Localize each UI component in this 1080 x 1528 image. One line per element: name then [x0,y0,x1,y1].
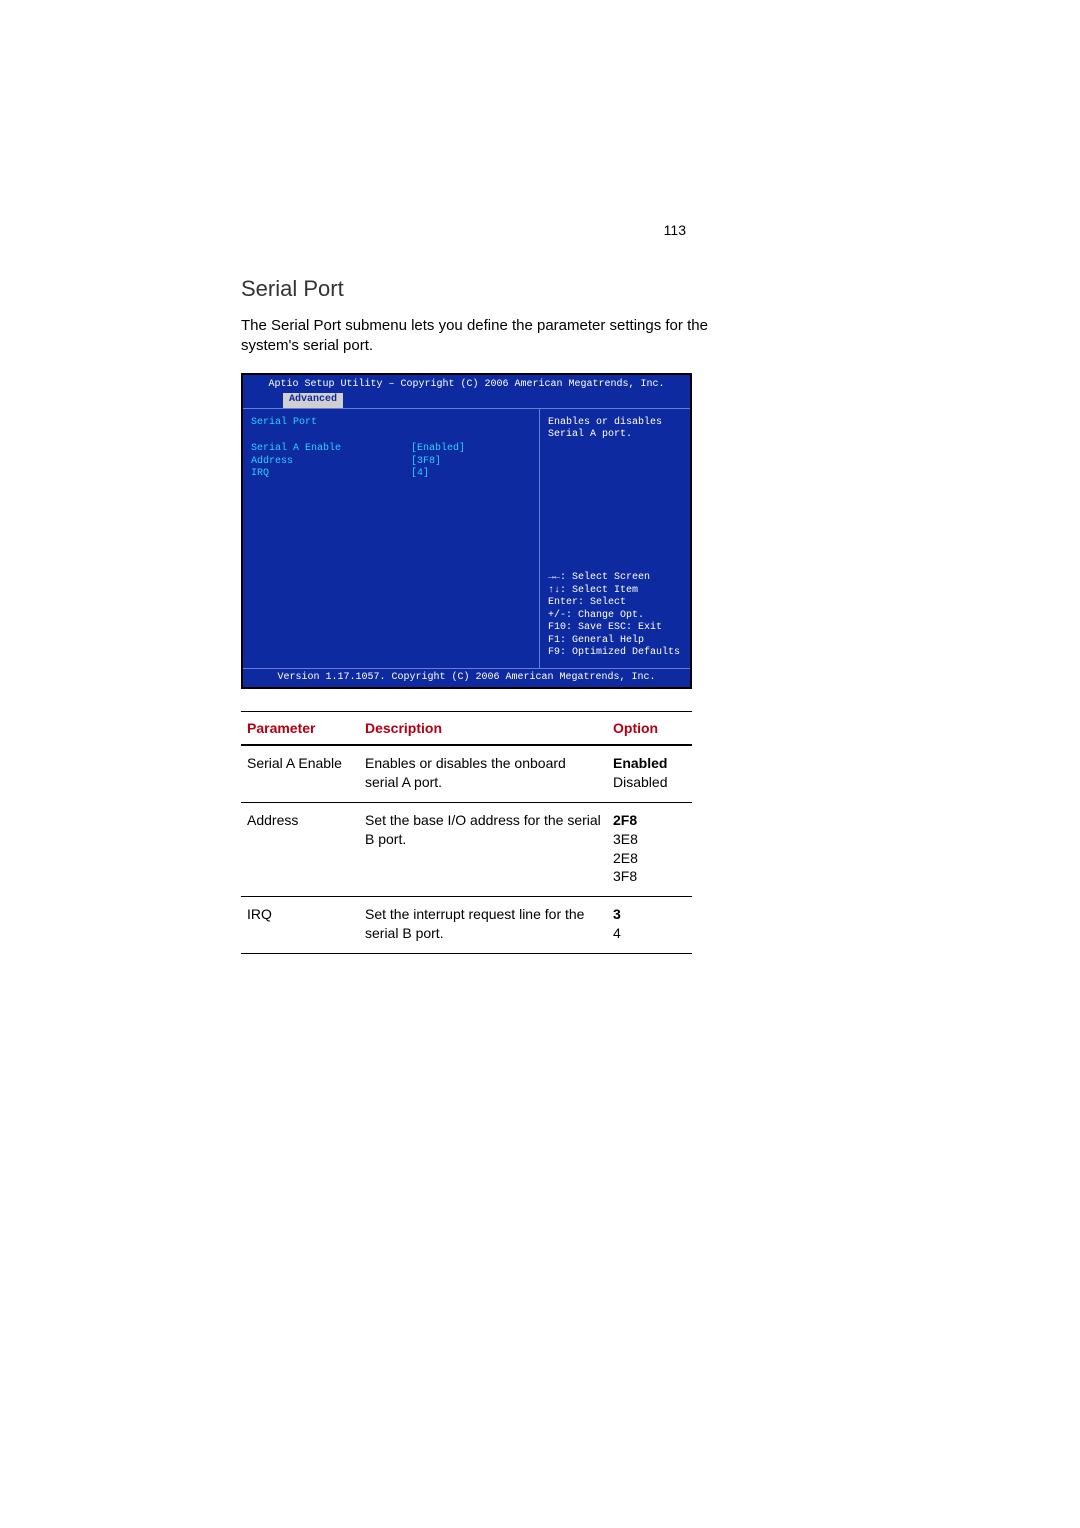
bios-nav-line: F10: Save ESC: Exit [548,622,682,635]
option-value: 3F8 [613,867,686,886]
bios-nav-line: F9: Optimized Defaults [548,647,682,660]
bios-right-panel: Enables or disables Serial A port. →←: S… [540,408,690,668]
table-header-option: Option [607,712,692,746]
table-row: Serial A EnableEnables or disables the o… [241,745,692,802]
bios-item: IRQ [4] [251,468,531,481]
parameter-table: Parameter Description Option Serial A En… [241,711,692,954]
table-header-parameter: Parameter [241,712,359,746]
bios-screenshot: Aptio Setup Utility – Copyright (C) 2006… [241,373,692,690]
option-value: 4 [613,924,686,943]
bios-item-value: [Enabled] [411,443,465,456]
bios-item-label: IRQ [251,468,411,481]
cell-parameter: IRQ [241,897,359,954]
bios-nav-line: →←: Select Screen [548,572,682,585]
bios-tab-row: Advanced [243,393,690,408]
bios-item: Address [3F8] [251,456,531,469]
table-header-description: Description [359,712,607,746]
bios-item-value: [4] [411,468,429,481]
table-row: AddressSet the base I/O address for the … [241,802,692,897]
bios-section-title: Serial Port [251,417,531,430]
bios-left-panel: Serial Port Serial A Enable [Enabled] Ad… [243,408,540,668]
option-value: Enabled [613,754,686,773]
bios-tab-advanced: Advanced [283,393,343,408]
bios-item-label: Serial A Enable [251,443,411,456]
bios-nav-line: +/-: Change Opt. [548,610,682,623]
option-value: 2E8 [613,849,686,868]
option-value: Disabled [613,773,686,792]
intro-paragraph: The Serial Port submenu lets you define … [241,316,721,357]
option-value: 3E8 [613,830,686,849]
bios-title: Aptio Setup Utility – Copyright (C) 2006… [243,375,690,394]
option-value: 2F8 [613,811,686,830]
table-header-row: Parameter Description Option [241,712,692,746]
cell-parameter: Address [241,802,359,897]
cell-option: 34 [607,897,692,954]
cell-description: Enables or disables the onboard serial A… [359,745,607,802]
cell-option: EnabledDisabled [607,745,692,802]
bios-footer: Version 1.17.1057. Copyright (C) 2006 Am… [243,668,690,688]
table-row: IRQSet the interrupt request line for th… [241,897,692,954]
cell-parameter: Serial A Enable [241,745,359,802]
bios-nav-help: →←: Select Screen ↑↓: Select Item Enter:… [548,572,682,660]
bios-nav-line: F1: General Help [548,635,682,648]
section-heading: Serial Port [241,276,836,302]
bios-help-text: Enables or disables Serial A port. [548,417,682,442]
bios-nav-line: ↑↓: Select Item [548,585,682,598]
cell-option: 2F83E82E83F8 [607,802,692,897]
bios-item: Serial A Enable [Enabled] [251,443,531,456]
bios-item-value: [3F8] [411,456,441,469]
cell-description: Set the interrupt request line for the s… [359,897,607,954]
bios-item-label: Address [251,456,411,469]
bios-nav-line: Enter: Select [548,597,682,610]
cell-description: Set the base I/O address for the serial … [359,802,607,897]
page-number: 113 [664,222,686,238]
option-value: 3 [613,905,686,924]
